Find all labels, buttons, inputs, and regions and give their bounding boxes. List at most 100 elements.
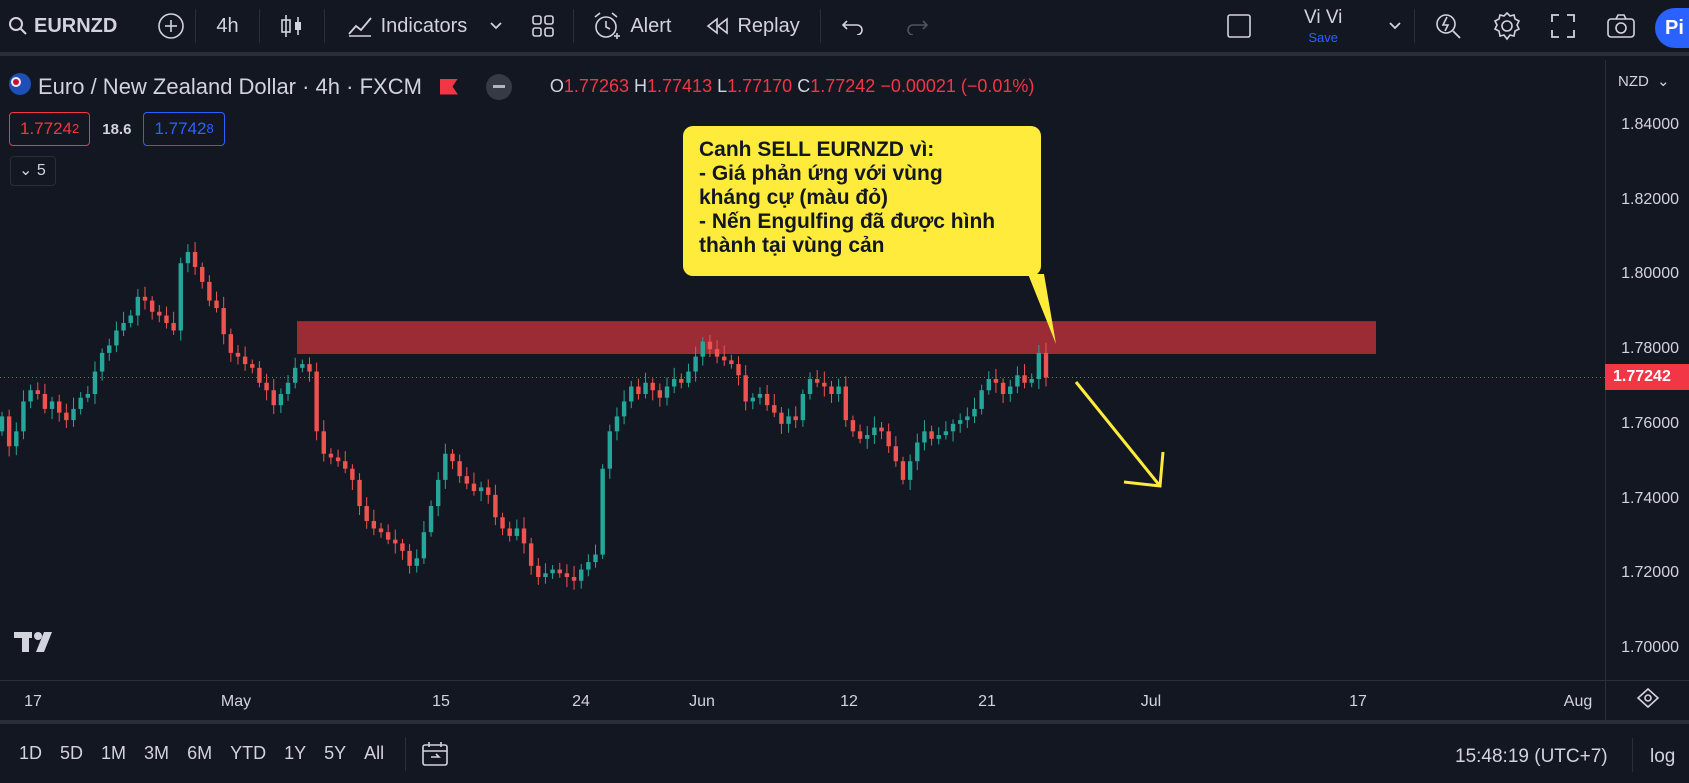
candle-body [829, 386, 834, 394]
candle-body [907, 461, 913, 480]
candle-body [85, 393, 91, 398]
range-button-5d[interactable]: 5D [60, 743, 84, 763]
time-tick-label: May [220, 693, 252, 710]
annotation-callout[interactable]: Canh SELL EURNZD vì: - Giá phản ứng với … [683, 126, 1041, 276]
resistance-zone[interactable] [297, 321, 1376, 354]
flag-icon[interactable] [439, 78, 458, 95]
toolbar-divider [405, 736, 407, 771]
fullscreen-layout-button[interactable] [1226, 0, 1252, 54]
undo-button[interactable] [821, 0, 885, 54]
candle-body [285, 382, 291, 394]
indicators-collapse-button[interactable]: ⌄ 5 [10, 156, 56, 186]
symbol-search[interactable]: EURNZD [0, 0, 127, 54]
candle-body [300, 364, 305, 368]
candle-body [314, 371, 319, 432]
range-button-3m[interactable]: 3M [144, 743, 170, 763]
candle-body [421, 532, 427, 559]
indicators-label: Indicators [380, 14, 468, 37]
clock-timezone[interactable]: 15:48:19 (UTC+7) [1455, 746, 1608, 767]
log-scale-toggle[interactable]: log [1650, 746, 1676, 767]
candles-icon [280, 13, 304, 39]
candle-body [714, 349, 720, 357]
candle-body [435, 479, 441, 507]
fullscreen-button[interactable] [1550, 0, 1576, 54]
quick-search-button[interactable] [1434, 0, 1462, 54]
candle-body [579, 569, 584, 581]
candle-body [378, 528, 384, 533]
lightning-search-icon [1434, 12, 1462, 40]
undo-icon [841, 17, 865, 35]
layout-name-block: Vi Vi Save [1304, 7, 1342, 45]
currency-label: NZD [1618, 73, 1649, 90]
range-button-1y[interactable]: 1Y [284, 743, 307, 763]
candle-body [743, 375, 748, 402]
range-button-ytd[interactable]: YTD [230, 743, 267, 763]
chart-type-button[interactable] [260, 0, 324, 54]
publish-button[interactable]: Pi [1655, 8, 1689, 48]
ohlc-values: O1.77263 H1.77413 L1.77170 C1.77242 −0.0… [550, 76, 1035, 97]
alert-button[interactable]: Alert [574, 0, 681, 54]
gear-icon [1492, 11, 1522, 41]
candle-body [872, 427, 877, 436]
candle-body [979, 390, 984, 409]
candle-body [28, 390, 33, 402]
currency-selector[interactable]: NZD ⌄ [1618, 72, 1670, 90]
time-axis[interactable]: 17 May 15 24 Jun 12 21 Jul 17 Aug [0, 680, 1605, 720]
candle-body [965, 416, 970, 421]
candle-body [393, 539, 398, 544]
toolbar-divider [1632, 738, 1633, 772]
candle-body [49, 401, 55, 409]
candle-body [600, 468, 605, 555]
sell-button[interactable]: 1.77242 [9, 112, 91, 146]
candle-body [264, 382, 269, 391]
symbol-label: EURNZD [34, 14, 118, 37]
buy-button[interactable]: 1.77428 [143, 112, 225, 146]
candle-body [629, 386, 634, 402]
candle-body [900, 461, 906, 480]
down-arrow-drawing[interactable] [1074, 381, 1165, 488]
price-tick-label: 1.78000 [1621, 340, 1679, 358]
candle-body [21, 401, 26, 432]
toolbar-divider [1414, 9, 1415, 43]
settings-button[interactable] [1492, 0, 1522, 54]
candle-body [857, 431, 863, 439]
compare-button[interactable] [127, 0, 195, 54]
chart-pane[interactable]: Euro / New Zealand Dollar · 4h · FXCM O1… [0, 60, 1605, 680]
price-chart[interactable] [0, 60, 1605, 680]
chart-legend: Euro / New Zealand Dollar · 4h · FXCM O1… [8, 72, 1034, 101]
candle-body [1036, 352, 1042, 380]
candle-body [636, 386, 641, 394]
range-button-1d[interactable]: 1D [19, 743, 43, 763]
candle-body [214, 300, 219, 309]
candle-body [543, 573, 548, 578]
replay-button[interactable]: Replay [681, 0, 819, 54]
user-menu[interactable]: Vi Vi Save [1296, 0, 1402, 54]
bottom-toolbar: 1D 5D 1M 3M 6M YTD 1Y 5Y All 15:48:19 (UTC+7) lo… [0, 720, 1689, 783]
candle-body [335, 457, 341, 462]
candle-body [886, 431, 891, 447]
range-button-1m[interactable]: 1M [101, 743, 127, 763]
hide-legend-button[interactable] [485, 73, 512, 100]
candle-body [957, 420, 963, 424]
range-button-all[interactable]: All [364, 743, 385, 763]
indicators-button[interactable]: Indicators [325, 0, 514, 54]
candle-body [893, 446, 899, 462]
range-button-6m[interactable]: 6M [187, 743, 213, 763]
candle-body [514, 528, 520, 536]
candle-body [593, 554, 598, 563]
candle-body [185, 252, 191, 264]
redo-button[interactable] [885, 0, 949, 54]
snapshot-button[interactable] [1606, 0, 1636, 54]
interval-button[interactable]: 4h [216, 14, 239, 37]
candle-body [478, 487, 484, 492]
range-button-5y[interactable]: 5Y [324, 743, 347, 763]
tradingview-logo[interactable] [14, 630, 60, 659]
search-icon [8, 16, 28, 36]
candle-body [486, 487, 491, 495]
axis-settings-button[interactable] [1605, 680, 1689, 720]
go-to-date-icon[interactable] [420, 740, 450, 768]
open-label: O [549, 76, 564, 96]
candle-body [407, 550, 412, 566]
layouts-button[interactable] [513, 0, 573, 54]
